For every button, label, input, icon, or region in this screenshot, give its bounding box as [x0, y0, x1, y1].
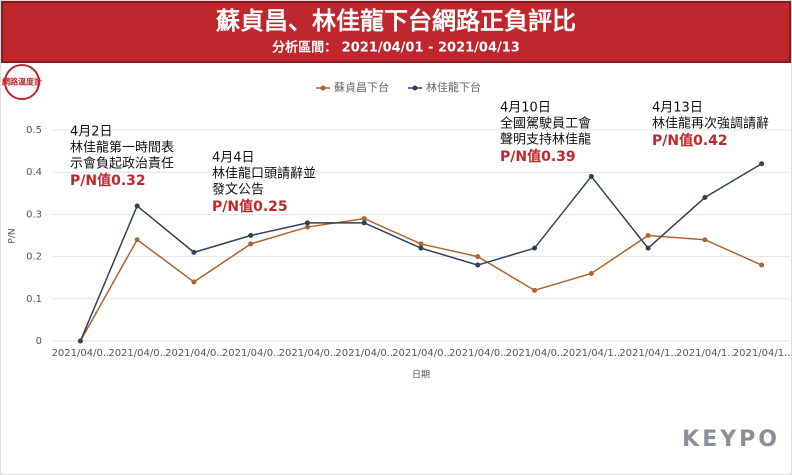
- x-axis-title: 日期: [412, 370, 430, 381]
- watermark: KEYPO: [682, 427, 780, 452]
- x-tick-label: 2021/04/1..: [676, 348, 734, 359]
- annotation-text: 4月2日: [70, 125, 113, 140]
- data-point: [759, 161, 765, 167]
- annotation-value: P/N值0.32: [70, 172, 146, 189]
- annotation-value: P/N值0.42: [652, 132, 728, 149]
- data-point: [475, 262, 481, 268]
- data-point: [191, 249, 197, 255]
- data-point: [77, 338, 83, 344]
- data-point: [304, 224, 310, 230]
- x-tick-label: 2021/04/0..: [392, 348, 450, 359]
- annotation-text: 林佳龍再次強調請辭: [652, 116, 769, 132]
- data-point: [361, 216, 367, 222]
- title: 蘇貞昌、林佳龍下台網路正負評比: [216, 7, 576, 35]
- annotation-text: 林佳龍口頭請辭並: [212, 166, 316, 182]
- legend-label: 林佳龍下台: [426, 80, 481, 94]
- annotation-value: P/N值0.25: [212, 198, 288, 215]
- data-point: [645, 233, 651, 238]
- data-point: [645, 245, 651, 251]
- x-tick-label: 2021/04/1..: [733, 348, 791, 359]
- data-point: [759, 262, 765, 268]
- annotation-value: P/N值0.39: [500, 148, 576, 165]
- legend-label: 蘇貞昌下台: [334, 80, 389, 94]
- data-point: [248, 233, 254, 238]
- logo: [4, 64, 40, 100]
- legend-dot: [320, 85, 326, 91]
- annotation-text: 發文公告: [212, 183, 264, 198]
- x-tick-label: 2021/04/0..: [52, 348, 110, 359]
- y-tick-label: 0.3: [26, 209, 42, 220]
- data-point: [702, 195, 708, 201]
- x-tick-label: 2021/04/1..: [562, 348, 620, 359]
- y-tick-label: 0.1: [26, 294, 42, 305]
- annotation-text: 聲明支持林佳龍: [500, 132, 591, 148]
- data-point: [248, 241, 254, 247]
- x-tick-label: 2021/04/0..: [335, 348, 393, 359]
- y-tick-label: 0: [36, 336, 42, 347]
- data-point: [304, 220, 310, 226]
- data-point: [702, 237, 708, 243]
- annotation-text: 4月10日: [500, 101, 551, 116]
- annotation-text: 示會負起政治責任: [70, 157, 174, 172]
- y-axis-title: P/N: [8, 228, 18, 243]
- data-point: [361, 220, 367, 226]
- y-tick-label: 0.5: [26, 125, 42, 136]
- data-point: [418, 245, 424, 251]
- data-point: [532, 245, 538, 251]
- data-point: [588, 270, 594, 276]
- annotation-text: 全國駕駛員工會: [500, 116, 591, 132]
- x-tick-label: 2021/04/0..: [279, 348, 337, 359]
- x-tick-label: 2021/04/1..: [619, 348, 677, 359]
- annotation-text: 林佳龍第一時間表: [70, 140, 174, 156]
- data-point: [418, 241, 424, 247]
- header-banner: [1, 1, 791, 63]
- annotation-text: 4月13日: [652, 101, 703, 116]
- x-tick-label: 2021/04/0..: [108, 348, 166, 359]
- legend-dot: [412, 85, 418, 91]
- subtitle: 分析區間： 2021/04/01 - 2021/04/13: [272, 40, 520, 56]
- x-tick-label: 2021/04/0..: [222, 348, 280, 359]
- x-tick-label: 2021/04/0..: [449, 348, 507, 359]
- y-tick-label: 0.4: [26, 167, 42, 178]
- data-point: [588, 173, 594, 179]
- y-tick-label: 0.2: [26, 252, 42, 263]
- data-point: [532, 287, 538, 293]
- data-point: [134, 203, 140, 209]
- x-tick-label: 2021/04/0..: [506, 348, 564, 359]
- data-point: [191, 279, 197, 285]
- annotation-text: 4月4日: [212, 151, 255, 166]
- logo-text: 網路溫度計: [2, 77, 42, 87]
- data-point: [134, 237, 140, 243]
- x-tick-label: 2021/04/0..: [165, 348, 223, 359]
- data-point: [475, 254, 481, 260]
